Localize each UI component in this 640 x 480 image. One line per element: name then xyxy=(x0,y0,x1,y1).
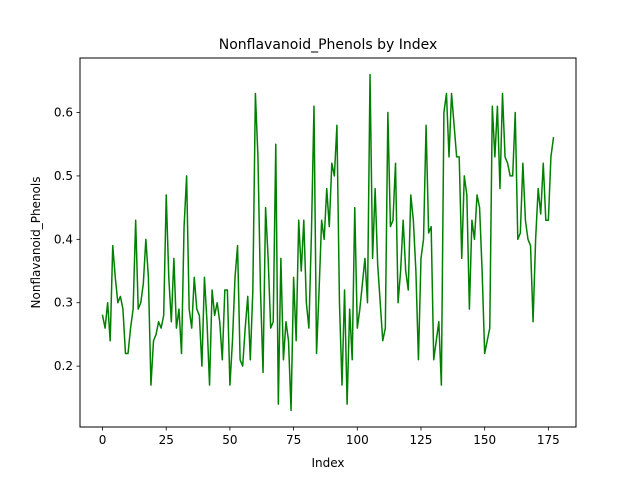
y-tick-label: 0.5 xyxy=(54,169,73,183)
x-tick-label: 125 xyxy=(410,433,433,447)
x-tick-label: 50 xyxy=(222,433,237,447)
x-tick-label: 175 xyxy=(537,433,560,447)
x-tick-label: 25 xyxy=(159,433,174,447)
y-axis-label: Nonflavanoid_Phenols xyxy=(29,177,43,309)
x-tick-label: 100 xyxy=(346,433,369,447)
series-line-0 xyxy=(101,73,555,412)
x-tick-label: 0 xyxy=(99,433,107,447)
y-axis: 0.2 0.3 0.4 0.5 0.6 xyxy=(54,106,80,373)
chart-title: Nonflavanoid_Phenols by Index xyxy=(219,37,438,53)
y-tick-label: 0.2 xyxy=(54,359,73,373)
x-axis: 0 25 50 75 100 125 150 175 xyxy=(99,427,560,447)
x-tick-label: 150 xyxy=(473,433,496,447)
y-tick-label: 0.6 xyxy=(54,106,73,120)
series-layer xyxy=(101,73,555,412)
plot-frame xyxy=(79,57,577,428)
x-tick-label: 75 xyxy=(286,433,301,447)
y-tick-label: 0.3 xyxy=(54,296,73,310)
y-tick-label: 0.4 xyxy=(54,232,73,246)
x-axis-label: Index xyxy=(311,456,344,470)
